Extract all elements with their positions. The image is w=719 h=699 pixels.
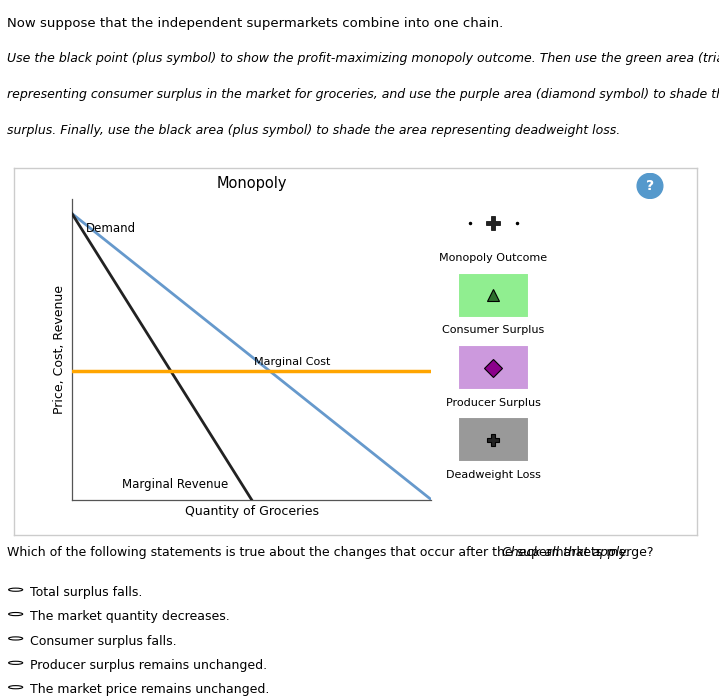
Bar <box>457 273 528 318</box>
Circle shape <box>9 588 23 591</box>
Text: Check all that apply.: Check all that apply. <box>502 547 629 559</box>
Text: Producer surplus remains unchanged.: Producer surplus remains unchanged. <box>29 659 267 672</box>
Text: Consumer surplus falls.: Consumer surplus falls. <box>29 635 176 647</box>
Text: Marginal Revenue: Marginal Revenue <box>122 478 229 491</box>
Text: representing consumer surplus in the market for groceries, and use the purple ar: representing consumer surplus in the mar… <box>7 88 719 101</box>
Circle shape <box>9 686 23 689</box>
Text: ?: ? <box>646 179 654 193</box>
Text: Which of the following statements is true about the changes that occur after the: Which of the following statements is tru… <box>7 547 658 559</box>
Circle shape <box>9 637 23 640</box>
X-axis label: Quantity of Groceries: Quantity of Groceries <box>185 505 319 519</box>
Text: The market price remains unchanged.: The market price remains unchanged. <box>29 684 269 696</box>
Circle shape <box>9 612 23 616</box>
Circle shape <box>637 173 663 199</box>
Bar <box>457 345 528 390</box>
Text: Monopoly Outcome: Monopoly Outcome <box>439 253 547 264</box>
Text: Total surplus falls.: Total surplus falls. <box>29 586 142 599</box>
Text: Now suppose that the independent supermarkets combine into one chain.: Now suppose that the independent superma… <box>7 17 503 31</box>
Text: Demand: Demand <box>86 222 137 235</box>
Text: Marginal Cost: Marginal Cost <box>255 356 331 367</box>
Text: Producer Surplus: Producer Surplus <box>446 398 541 408</box>
Y-axis label: Price, Cost, Revenue: Price, Cost, Revenue <box>53 285 66 414</box>
Bar <box>457 417 528 462</box>
Title: Monopoly: Monopoly <box>216 176 287 191</box>
Text: surplus. Finally, use the black area (plus symbol) to shade the area representin: surplus. Finally, use the black area (pl… <box>7 124 620 137</box>
Circle shape <box>9 661 23 664</box>
Text: Use the black point (plus symbol) to show the profit-maximizing monopoly outcome: Use the black point (plus symbol) to sho… <box>7 52 719 66</box>
Text: The market quantity decreases.: The market quantity decreases. <box>29 610 229 623</box>
Text: Deadweight Loss: Deadweight Loss <box>446 470 541 480</box>
Text: Consumer Surplus: Consumer Surplus <box>442 326 544 336</box>
